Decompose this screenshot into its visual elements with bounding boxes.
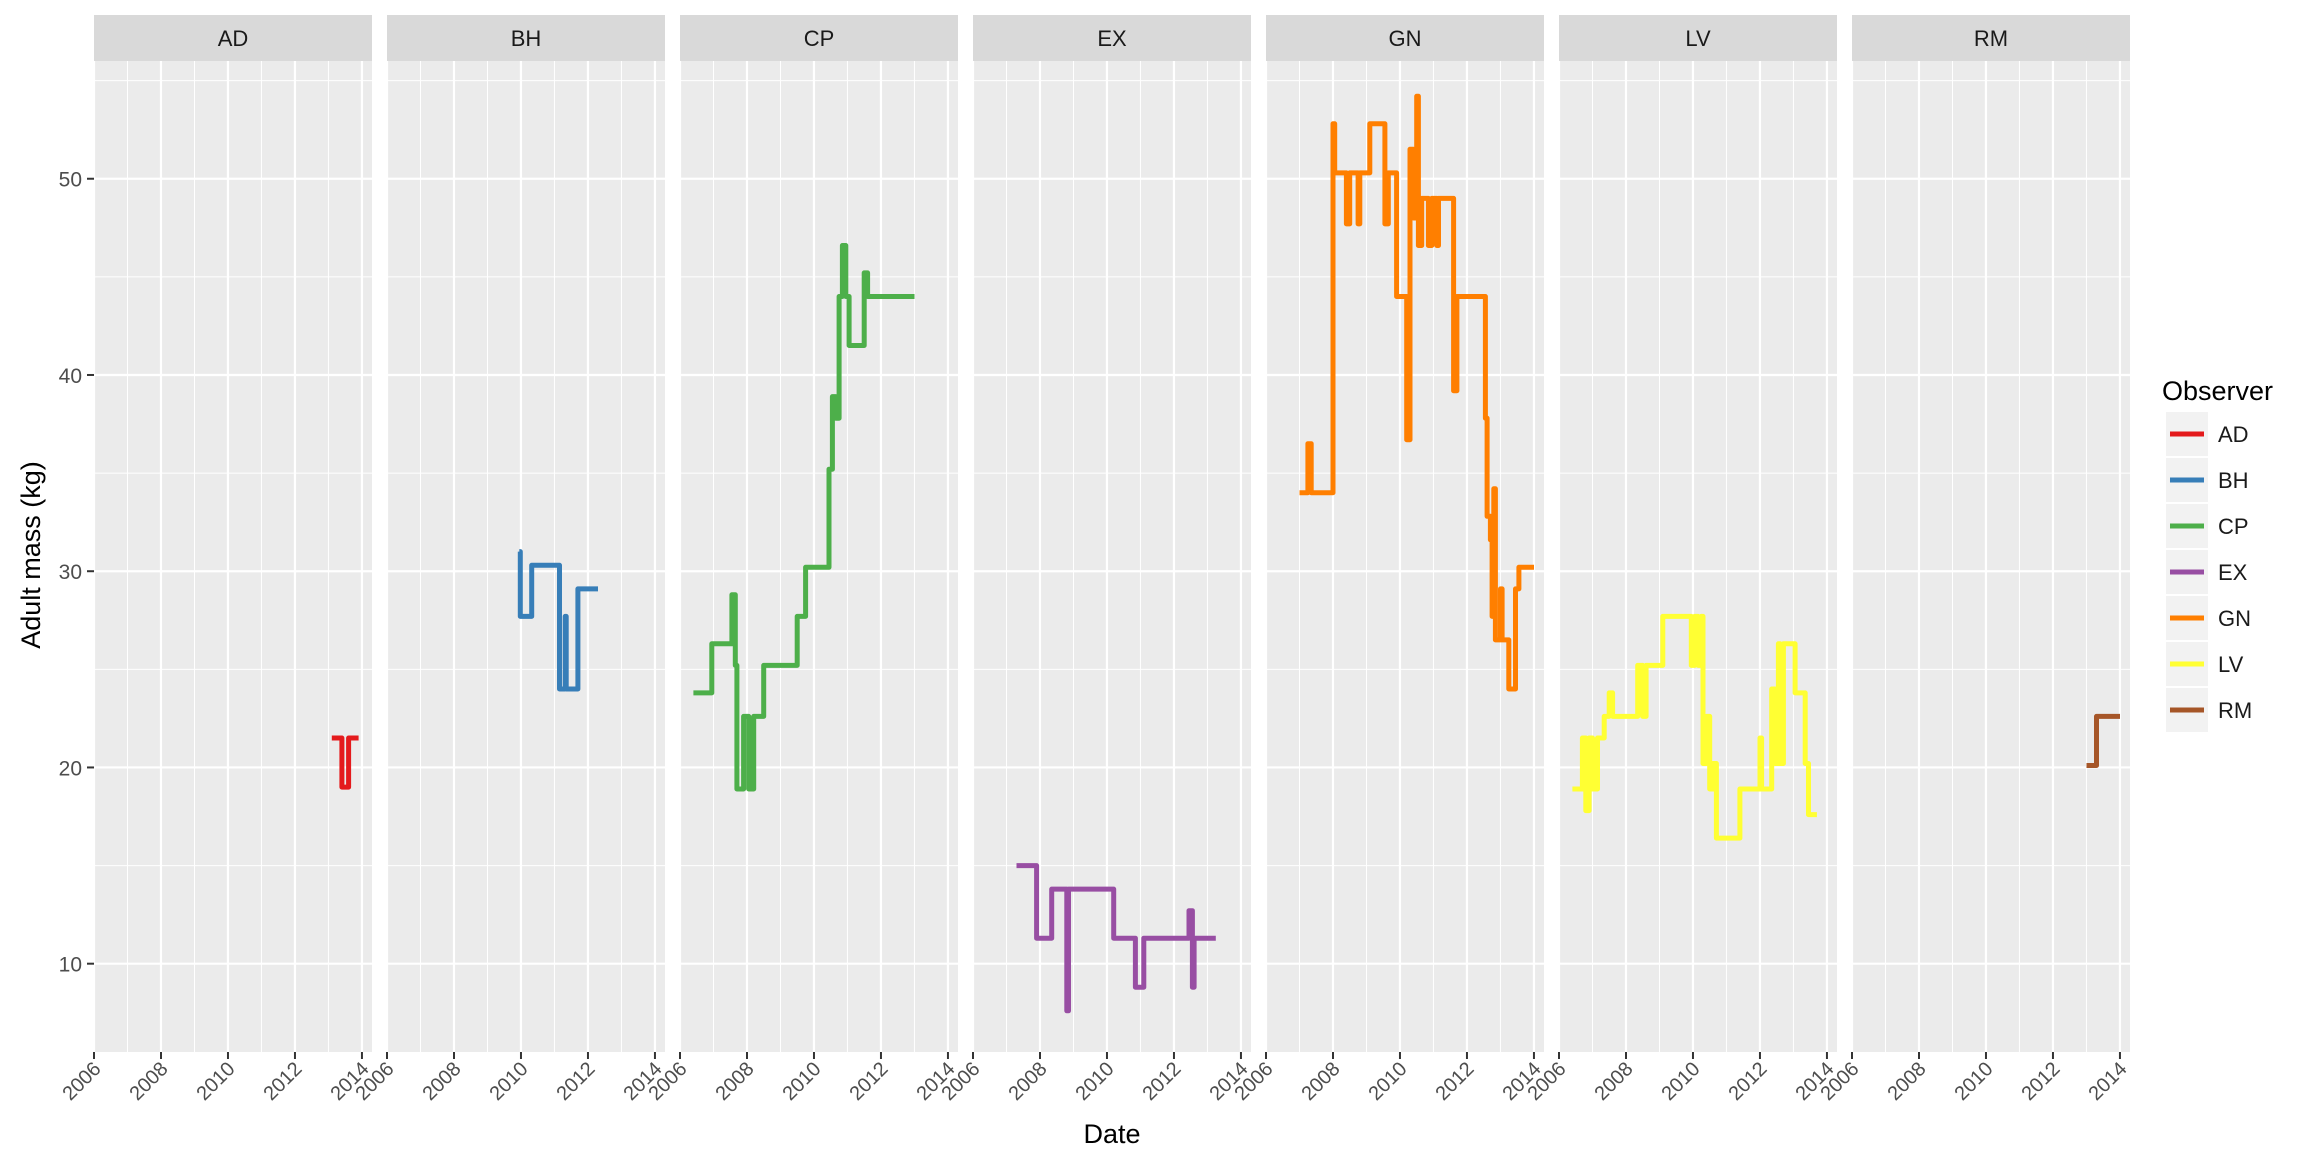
y-tick-label: 30 — [59, 561, 82, 584]
x-tick-label: 2010 — [778, 1058, 825, 1105]
legend-label: RM — [2218, 698, 2252, 723]
x-axis-label: Date — [1083, 1119, 1140, 1149]
y-tick-label: 50 — [59, 169, 82, 192]
legend-item-ad: AD — [2166, 412, 2249, 456]
legend-label: EX — [2218, 560, 2248, 585]
x-tick-label: 2008 — [712, 1058, 759, 1105]
series-line-cp — [693, 243, 915, 792]
facet-strip — [680, 15, 958, 61]
x-tick-label: 2010 — [1364, 1058, 1411, 1105]
panel-background — [1266, 61, 1544, 1052]
facet-strip-label: RM — [1974, 26, 2008, 51]
x-tick-label: 2008 — [1591, 1058, 1638, 1105]
x-tick-label: 2012 — [259, 1058, 306, 1105]
facet-strip-label: BH — [511, 26, 542, 51]
x-tick-label: 2006 — [59, 1058, 106, 1105]
legend-item-rm: RM — [2166, 688, 2252, 732]
facet-strip — [1852, 15, 2130, 61]
x-tick-label: 2008 — [1005, 1058, 1052, 1105]
panel-background — [1559, 61, 1837, 1052]
x-tick-label: 2014 — [2084, 1058, 2131, 1105]
legend-label: LV — [2218, 652, 2244, 677]
x-tick-label: 2010 — [485, 1058, 532, 1105]
facet-strip-label: LV — [1685, 26, 1711, 51]
x-tick-label: 2012 — [1431, 1058, 1478, 1105]
panel-background — [1852, 61, 2130, 1052]
x-tick-label: 2010 — [1071, 1058, 1118, 1105]
legend-label: AD — [2218, 422, 2249, 447]
panel-background — [680, 61, 958, 1052]
legend-item-ex: EX — [2166, 550, 2248, 594]
x-tick-label: 2008 — [126, 1058, 173, 1105]
series-line-ex — [1016, 863, 1216, 1014]
legend-item-bh: BH — [2166, 458, 2249, 502]
facet-strip-label: AD — [218, 26, 249, 51]
facet-strip — [387, 15, 665, 61]
x-tick-label: 2012 — [845, 1058, 892, 1105]
y-tick-label: 10 — [59, 954, 82, 977]
series-line-ad — [331, 735, 359, 790]
x-tick-label: 2012 — [552, 1058, 599, 1105]
legend-title: Observer — [2162, 376, 2273, 406]
x-tick-label: 2008 — [419, 1058, 466, 1105]
y-axis-label: Adult mass (kg) — [16, 461, 46, 649]
facet-strip — [1266, 15, 1544, 61]
series-line-lv — [1572, 613, 1817, 841]
legend-label: GN — [2218, 606, 2251, 631]
legend-label: BH — [2218, 468, 2249, 493]
series-line-rm — [2086, 713, 2120, 768]
facet-strip-label: CP — [804, 26, 835, 51]
facet-strip — [94, 15, 372, 61]
x-tick-label: 2008 — [1298, 1058, 1345, 1105]
x-tick-label: 2008 — [1884, 1058, 1931, 1105]
x-tick-label: 2012 — [2017, 1058, 2064, 1105]
facet-strip-label: GN — [1389, 26, 1422, 51]
legend-item-gn: GN — [2166, 596, 2251, 640]
y-tick-label: 20 — [59, 757, 82, 780]
x-tick-label: 2010 — [192, 1058, 239, 1105]
x-tick-label: 2010 — [1657, 1058, 1704, 1105]
panel-background — [387, 61, 665, 1052]
legend-label: CP — [2218, 514, 2249, 539]
y-tick-label: 40 — [59, 365, 82, 388]
facet-strip-label: EX — [1097, 26, 1127, 51]
facet-strip — [973, 15, 1251, 61]
x-tick-label: 2012 — [1138, 1058, 1185, 1105]
x-tick-label: 2010 — [1950, 1058, 1997, 1105]
legend-item-lv: LV — [2166, 642, 2244, 686]
series-line-gn — [1299, 93, 1534, 692]
facet-strip — [1559, 15, 1837, 61]
panel-background — [94, 61, 372, 1052]
series-line-bh — [517, 549, 598, 692]
x-tick-label: 2012 — [1724, 1058, 1771, 1105]
legend-item-cp: CP — [2166, 504, 2249, 548]
